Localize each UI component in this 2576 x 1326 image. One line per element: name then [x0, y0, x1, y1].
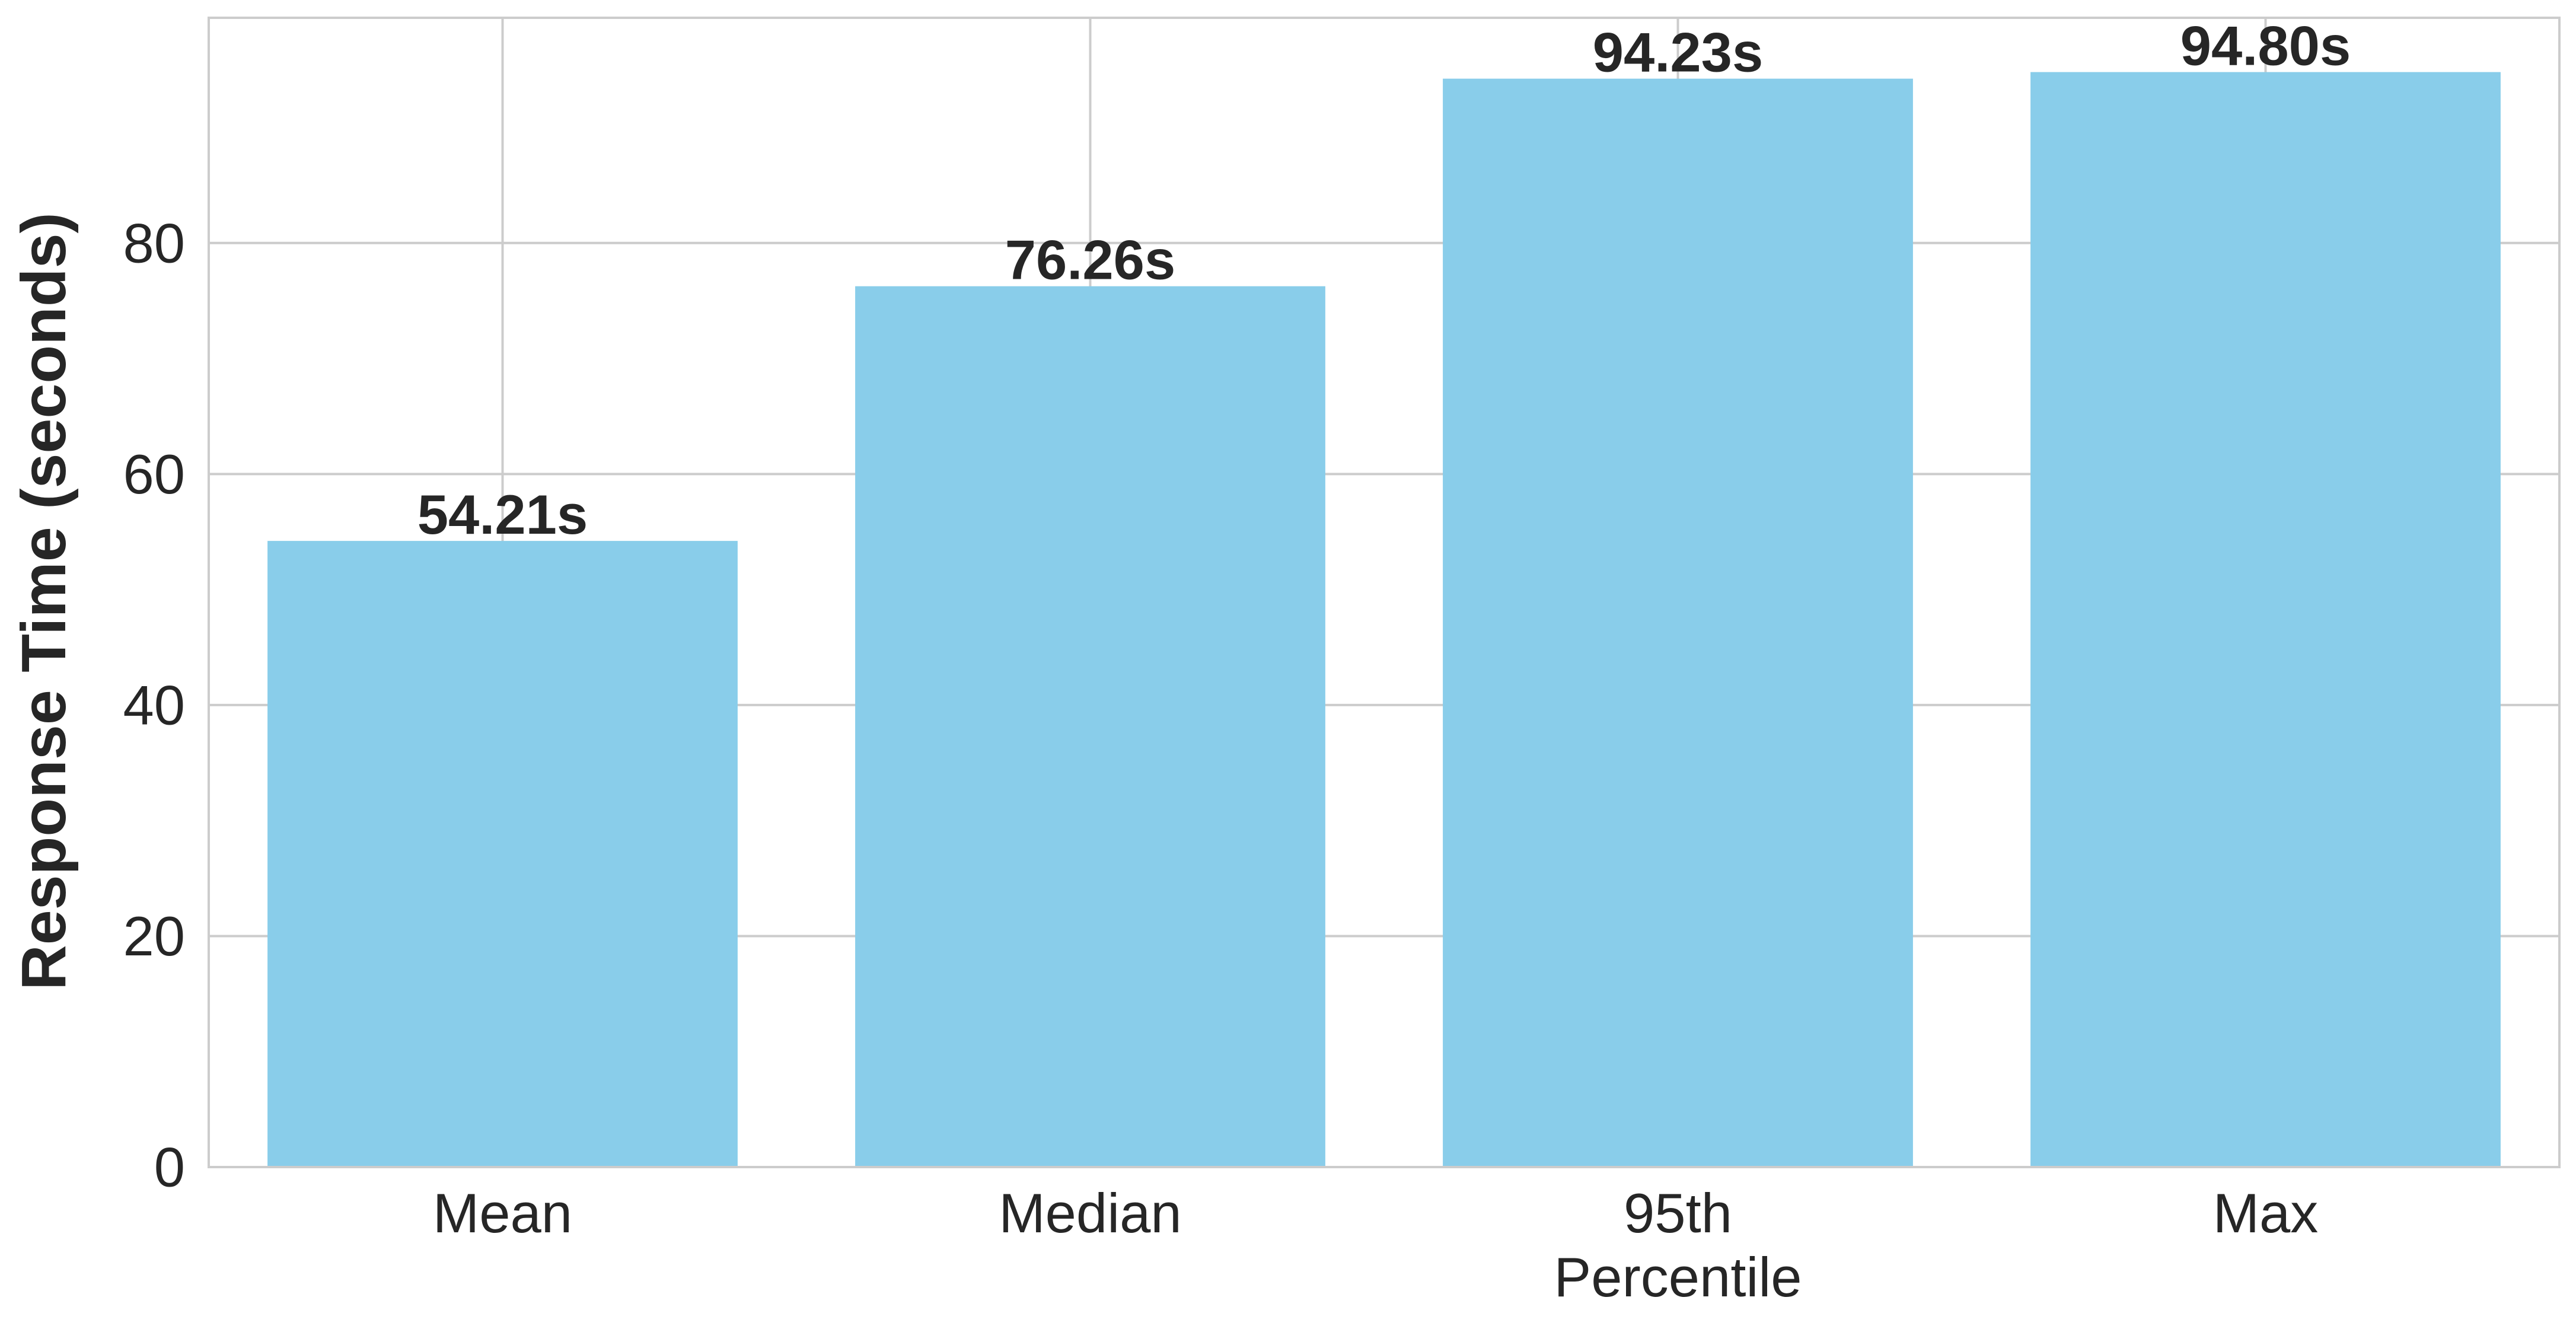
x-tick-label-1: Median [999, 1182, 1181, 1244]
bar-0 [267, 541, 738, 1167]
data-label-3: 94.80s [2180, 15, 2351, 77]
y-tick-label-0: 0 [154, 1136, 185, 1198]
y-tick-label-1: 20 [123, 905, 185, 967]
plot-frame [208, 17, 2561, 1168]
bar-1 [855, 286, 1325, 1167]
data-label-0: 54.21s [417, 483, 588, 546]
y-tick-label-2: 40 [123, 674, 185, 736]
bar-2 [1443, 78, 1913, 1167]
x-tick-label-3: Max [2213, 1182, 2319, 1244]
data-labels: 54.21s 76.26s 94.23s 94.80s [417, 15, 2351, 546]
y-tick-label-3: 60 [123, 443, 185, 505]
bar-3 [2030, 72, 2501, 1168]
y-axis-title: Response Time (seconds) [9, 212, 79, 990]
x-tick-labels: Mean Median 95th Percentile Max [433, 1182, 2318, 1308]
data-label-1: 76.26s [1005, 229, 1176, 291]
y-tick-label-4: 80 [123, 212, 185, 274]
bars [267, 72, 2501, 1168]
x-tick-label-2: 95th Percentile [1554, 1182, 1802, 1308]
y-tick-labels: 0 20 40 60 80 [123, 212, 185, 1198]
data-label-2: 94.23s [1593, 21, 1764, 84]
x-tick-label-0: Mean [433, 1182, 572, 1244]
